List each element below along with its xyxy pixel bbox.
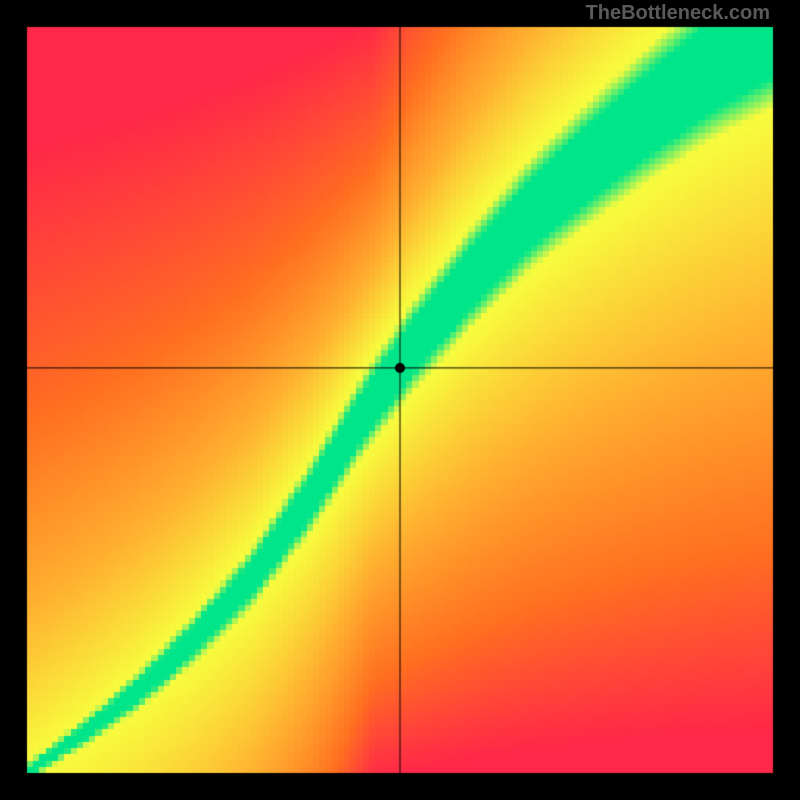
watermark-text: TheBottleneck.com	[586, 2, 770, 25]
bottleneck-heatmap	[0, 0, 800, 800]
